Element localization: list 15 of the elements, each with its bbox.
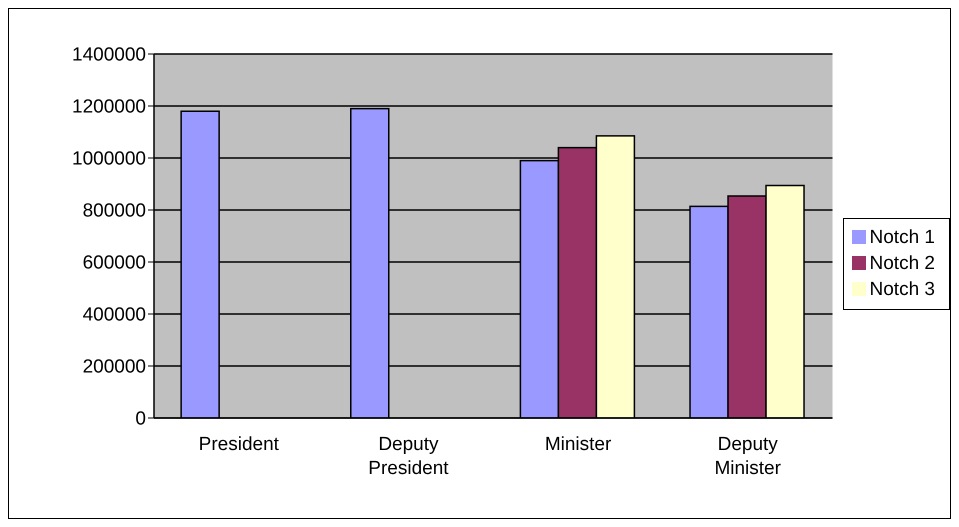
- y-tick-label: 400000: [82, 304, 146, 326]
- y-tick-label: 0: [135, 408, 146, 430]
- x-tick-label: President: [198, 434, 280, 455]
- y-tick-label: 800000: [82, 200, 146, 222]
- y-tick-label: 1400000: [72, 44, 146, 66]
- x-tick-label: Deputy Minister: [714, 434, 782, 479]
- y-tick-label: 600000: [82, 252, 146, 274]
- x-tick-label: Minister: [544, 434, 612, 455]
- y-tick-label: 200000: [82, 356, 146, 378]
- x-tick-label: Deputy President: [368, 434, 450, 479]
- y-tick-label: 1000000: [72, 148, 146, 170]
- legend-label: Notch 1: [870, 226, 935, 248]
- y-tick-label: 1200000: [72, 96, 146, 118]
- legend-label: Notch 3: [870, 278, 935, 300]
- legend-label: Notch 2: [870, 252, 935, 274]
